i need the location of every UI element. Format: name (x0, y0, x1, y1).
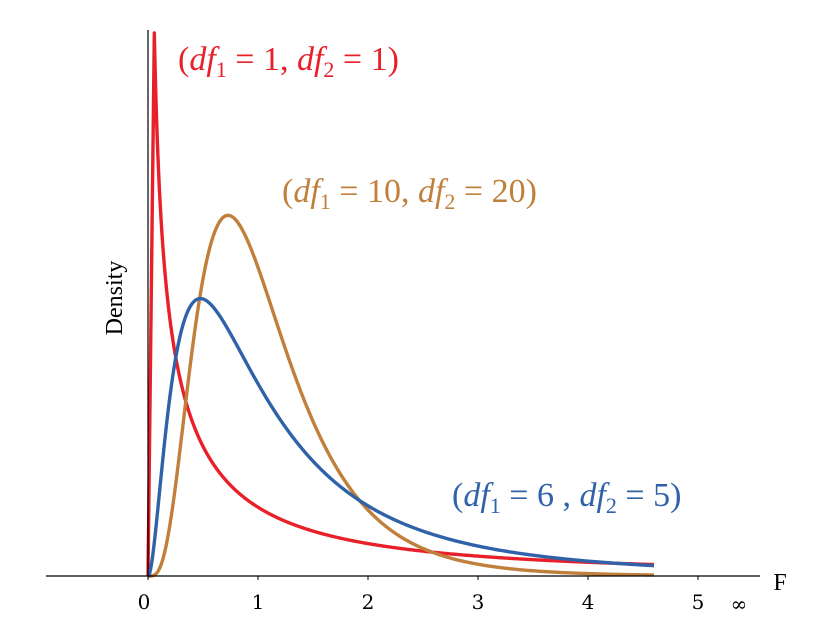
y-axis-title: Density (102, 261, 128, 336)
series-line-1-1 (146, 31, 655, 577)
series-label-6-5: (df1 = 6 , df2 = 5) (452, 477, 681, 518)
x-tick-label: 4 (582, 590, 595, 614)
x-infinity-label: ∞ (731, 592, 748, 616)
x-tick-label: 5 (692, 590, 705, 614)
x-axis-title: F (773, 570, 786, 596)
x-tick-label: 3 (472, 590, 485, 614)
x-tick-label: 2 (362, 590, 375, 614)
series-line-6-5 (146, 296, 655, 578)
series-line-10-20 (146, 213, 655, 578)
x-tick-label: 1 (252, 590, 265, 614)
x-tick-labels: 0 1 2 3 4 5 (138, 576, 705, 614)
series-label-1-1: (df1 = 1, df2 = 1) (178, 41, 399, 82)
series-label-10-20: (df1 = 10, df2 = 20) (282, 173, 537, 214)
x-tick-label: 0 (138, 590, 151, 614)
curves-group (146, 31, 655, 578)
